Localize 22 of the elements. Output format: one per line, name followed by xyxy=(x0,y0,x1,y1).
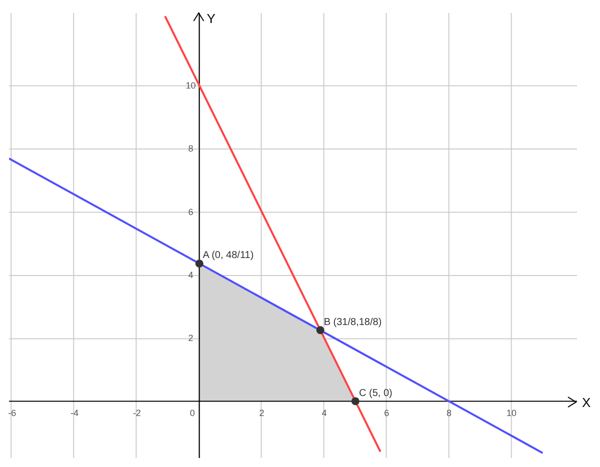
annotation: B (31/8,18/8) xyxy=(324,316,382,328)
y-tick-label: 10 xyxy=(186,80,196,91)
y-tick-label: 4 xyxy=(188,270,194,280)
annotation: C (5, 0) xyxy=(359,388,392,400)
x-tick-label: 2 xyxy=(259,408,264,418)
y-axis-title: Y xyxy=(206,11,216,26)
x-tick-label: -6 xyxy=(8,408,16,418)
x-tick-label: 0 xyxy=(190,408,195,418)
x-tick-label: -4 xyxy=(70,408,79,418)
point xyxy=(351,397,360,406)
y-tick-label: 2 xyxy=(188,333,194,344)
y-tick-label: 8 xyxy=(188,144,194,154)
point xyxy=(316,326,324,334)
x-tick-label: 4 xyxy=(322,408,327,418)
annotation: A (0, 48/11) xyxy=(202,250,254,262)
point xyxy=(195,260,204,268)
x-tick-label: 8 xyxy=(446,408,452,418)
x-tick-label: 6 xyxy=(384,408,390,418)
x-axis-title: X xyxy=(582,395,591,410)
x-tick-label: -2 xyxy=(132,408,141,418)
y-tick-label: 6 xyxy=(188,206,194,217)
x-tick-label: 10 xyxy=(506,408,516,418)
